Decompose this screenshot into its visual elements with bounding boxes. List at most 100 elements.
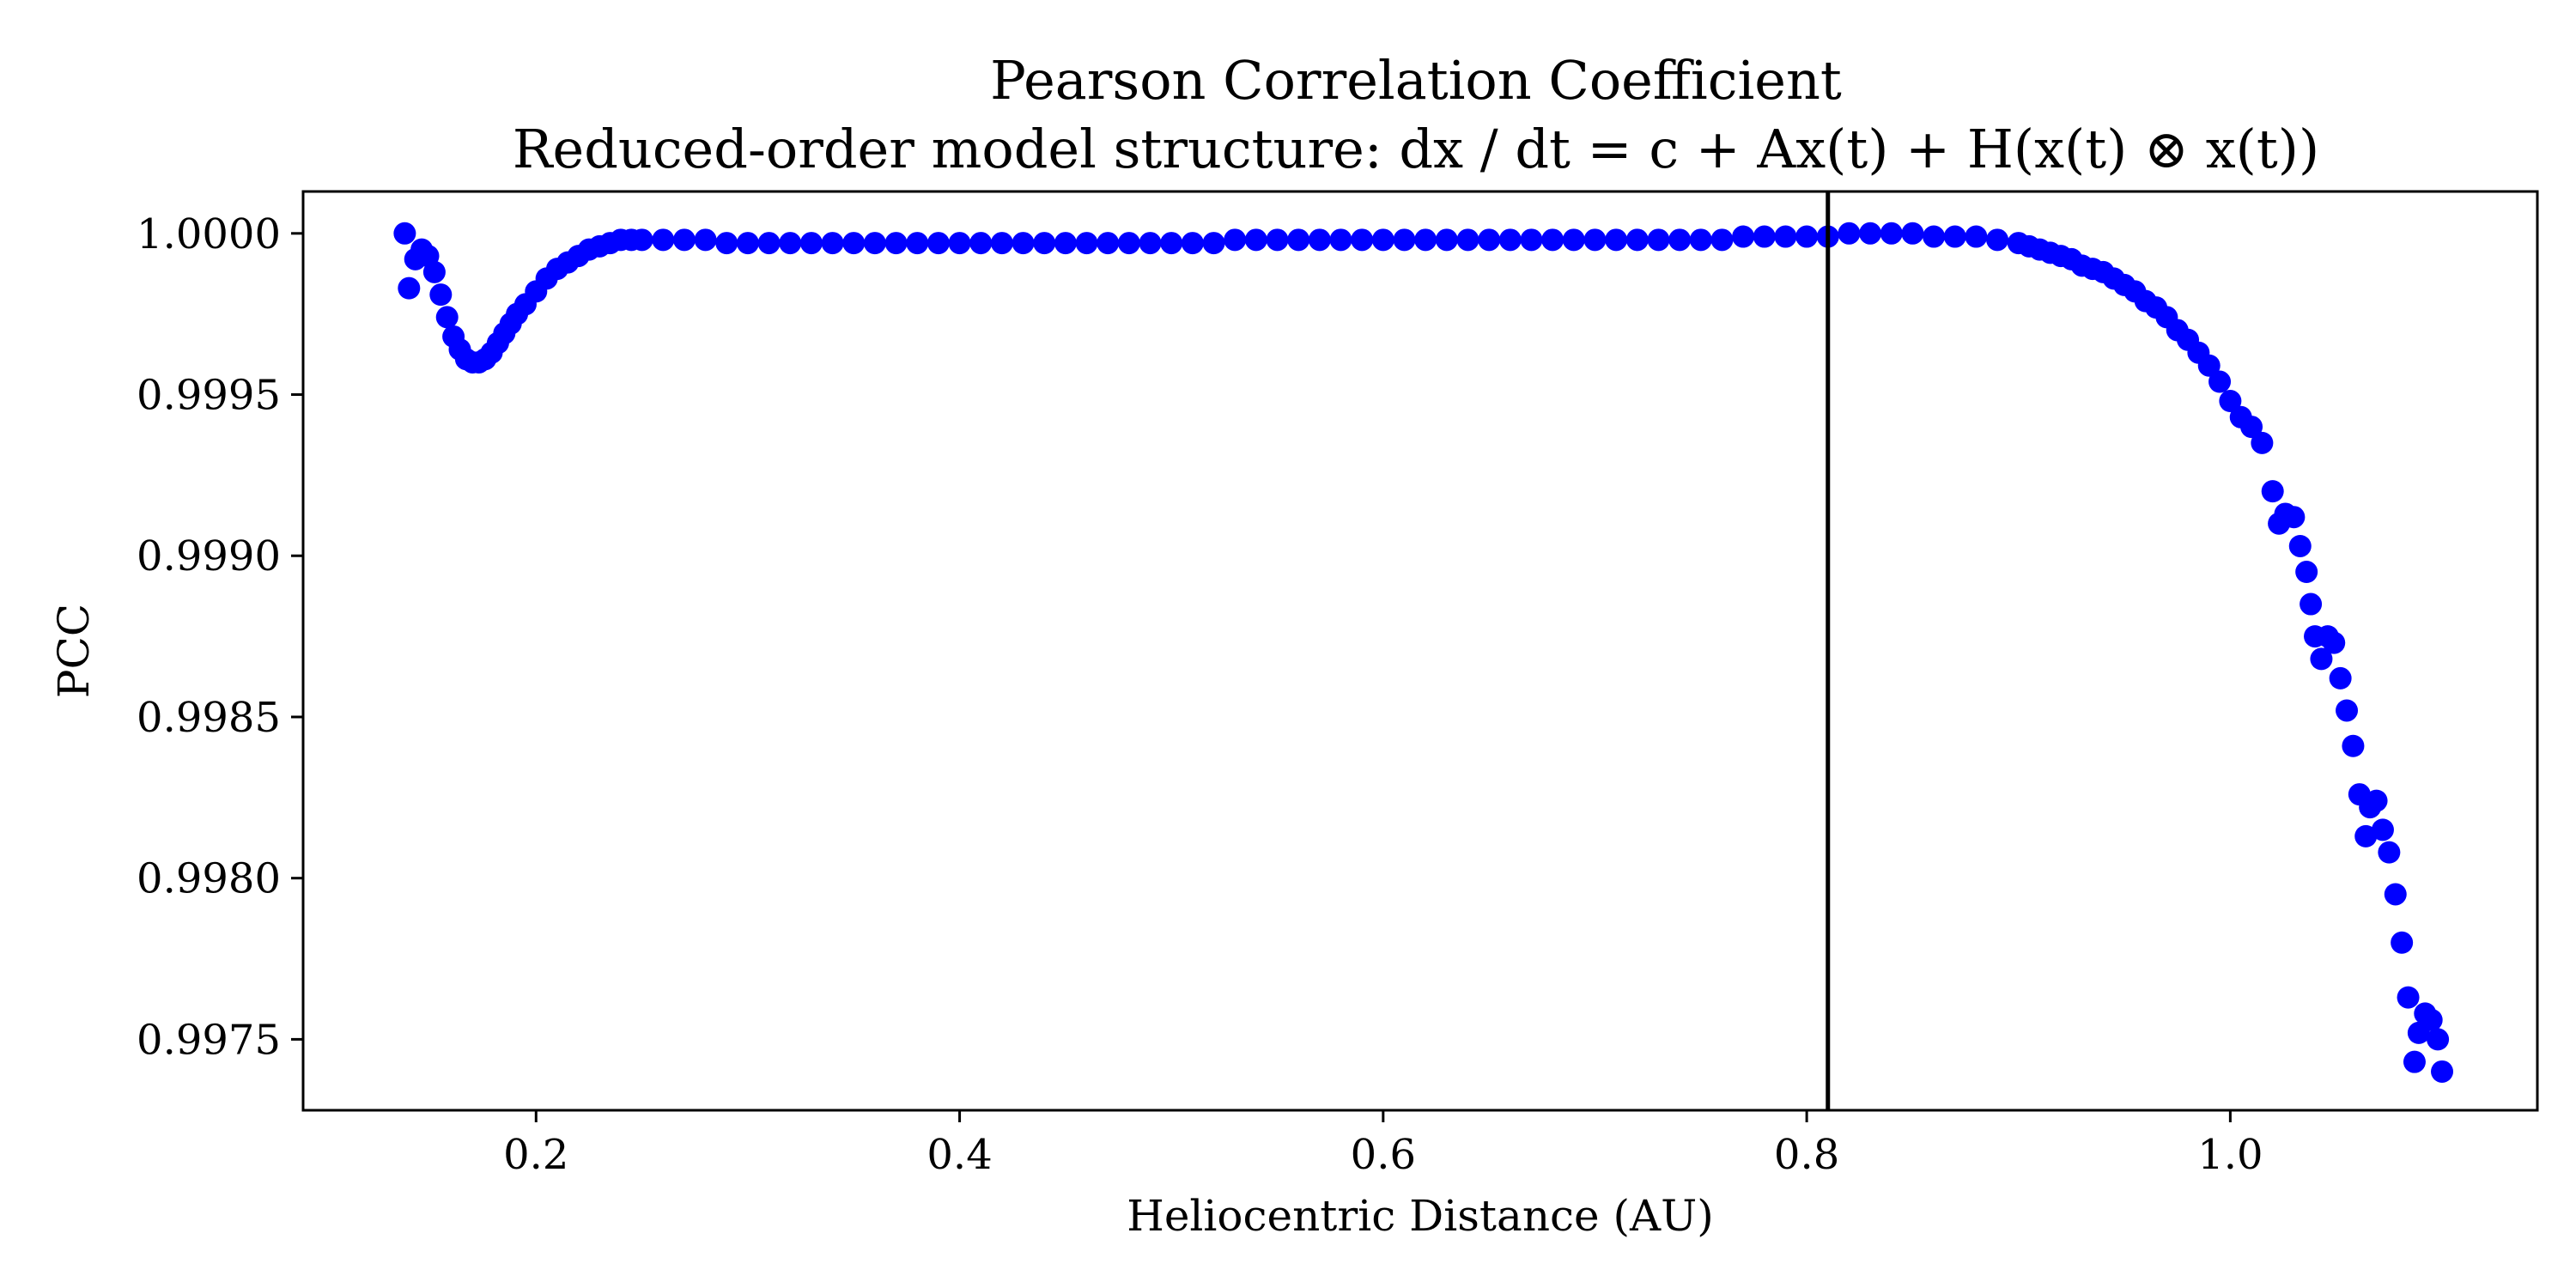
data-point <box>2420 1008 2443 1031</box>
x-tick-label: 0.4 <box>927 1131 992 1179</box>
data-point <box>2365 789 2388 812</box>
data-point <box>1625 228 1649 252</box>
data-point <box>715 232 738 255</box>
data-point <box>2403 1050 2426 1073</box>
data-point <box>2431 1060 2454 1083</box>
x-axis-ticks: 0.2 0.4 0.6 0.8 1.0 <box>503 1110 2263 1179</box>
data-point <box>1689 228 1712 252</box>
data-point <box>393 222 416 245</box>
chart-subtitle: Reduced-order model structure: dx / dt =… <box>513 118 2319 180</box>
data-point <box>2384 883 2407 906</box>
data-point <box>1478 228 1501 252</box>
x-tick-label: 1.0 <box>2197 1131 2263 1179</box>
data-point <box>2251 431 2274 454</box>
data-point <box>969 232 993 255</box>
chart-title: Pearson Correlation Coefficient <box>990 49 1842 112</box>
data-point <box>927 232 950 255</box>
data-point <box>2371 818 2394 841</box>
data-point <box>2391 931 2414 954</box>
data-point <box>1710 228 1734 252</box>
plot-area-frame <box>301 190 2539 1112</box>
data-point <box>1943 225 1966 248</box>
data-point <box>1668 228 1692 252</box>
x-tick-label: 0.8 <box>1774 1131 1839 1179</box>
data-point <box>1965 225 1988 248</box>
data-point <box>398 276 421 300</box>
data-point <box>1923 225 1946 248</box>
data-point <box>1795 225 1819 248</box>
y-tick-label: 0.9990 <box>137 532 281 580</box>
data-point <box>2261 480 2284 503</box>
data-point <box>1012 232 1035 255</box>
data-point <box>2288 534 2312 557</box>
y-tick-label: 0.9995 <box>137 372 281 420</box>
data-point <box>2342 734 2365 757</box>
data-point <box>1075 232 1098 255</box>
data-point <box>948 232 971 255</box>
y-axis-label: PCC <box>49 604 99 698</box>
data-point <box>2427 1028 2450 1051</box>
data-point <box>1224 228 1247 252</box>
data-point <box>757 232 781 255</box>
y-tick-label: 1.0000 <box>137 210 281 258</box>
data-point <box>1838 222 1861 245</box>
data-point <box>2300 592 2323 616</box>
data-point <box>1054 232 1077 255</box>
data-point <box>2323 631 2346 654</box>
data-point <box>422 260 446 283</box>
data-point <box>863 232 886 255</box>
data-point <box>779 232 802 255</box>
data-point <box>842 232 866 255</box>
data-point <box>1541 228 1564 252</box>
data-point <box>884 232 908 255</box>
data-point <box>990 232 1013 255</box>
data-point <box>1160 232 1183 255</box>
data-point <box>2329 666 2352 690</box>
data-point <box>694 228 717 252</box>
data-point <box>1647 228 1670 252</box>
data-point <box>1244 228 1267 252</box>
y-tick-label: 0.9975 <box>137 1016 281 1064</box>
data-points <box>393 222 2454 1083</box>
data-point <box>2219 390 2242 413</box>
data-point <box>1880 222 1903 245</box>
data-point <box>1605 228 1628 252</box>
data-point <box>1986 228 2009 252</box>
data-point <box>1202 232 1225 255</box>
data-point <box>1117 232 1140 255</box>
data-point <box>1033 232 1056 255</box>
data-point <box>2336 699 2359 722</box>
data-point <box>2282 506 2306 529</box>
y-tick-label: 0.9985 <box>137 694 281 742</box>
data-point <box>1097 232 1120 255</box>
x-axis-label: Heliocentric Distance (AU) <box>1127 1191 1714 1241</box>
data-point <box>1732 225 1755 248</box>
x-tick-label: 0.6 <box>1351 1131 1416 1179</box>
data-point <box>1435 228 1458 252</box>
data-point <box>799 232 823 255</box>
data-point <box>1266 228 1289 252</box>
data-point <box>2240 416 2263 439</box>
data-point <box>736 232 759 255</box>
data-point <box>1139 232 1162 255</box>
data-point <box>2295 561 2318 584</box>
y-axis-ticks: 0.9975 0.9980 0.9985 0.9990 0.9995 1.0000 <box>137 210 303 1064</box>
data-point <box>2197 354 2221 377</box>
data-point <box>2397 986 2420 1009</box>
data-point <box>429 283 453 307</box>
data-point <box>672 228 696 252</box>
data-point <box>1351 228 1374 252</box>
data-point <box>1393 228 1416 252</box>
data-point <box>906 232 929 255</box>
x-tick-label: 0.2 <box>503 1131 568 1179</box>
data-point <box>1498 228 1522 252</box>
data-point <box>1329 228 1352 252</box>
data-point <box>1520 228 1543 252</box>
data-point <box>1562 228 1585 252</box>
data-point <box>1308 228 1331 252</box>
data-point <box>1371 228 1394 252</box>
data-point <box>2310 647 2333 671</box>
data-point <box>1287 228 1310 252</box>
data-point <box>1583 228 1607 252</box>
